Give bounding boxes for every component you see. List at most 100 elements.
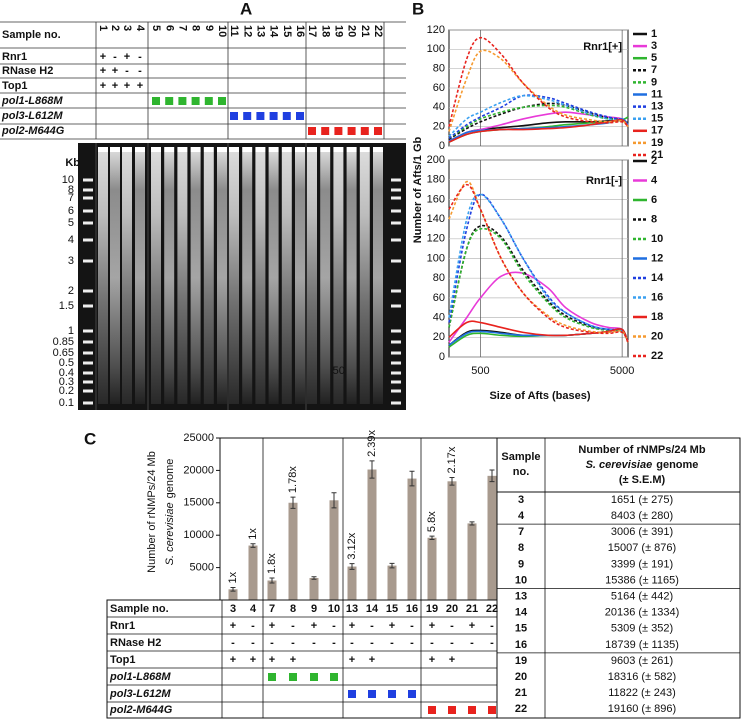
mutant-square <box>256 112 265 120</box>
gel-lane <box>333 152 344 404</box>
gel-well <box>135 147 145 152</box>
table-cell: 11822 (± 243) <box>608 687 676 699</box>
legend-label: 21 <box>651 149 663 161</box>
mutant-square <box>289 673 297 681</box>
ladder-band <box>83 221 93 225</box>
genotype-sign: + <box>100 65 106 77</box>
table-header-part: S. cerevisiae <box>586 459 653 471</box>
kb-unit: Kb <box>65 157 80 169</box>
ladder-band <box>391 329 401 333</box>
gel-lane <box>359 152 370 404</box>
sample-number: 15 <box>281 25 293 37</box>
legend-title: Rnr1[-] <box>586 175 622 187</box>
genotype-sign: - <box>332 620 336 632</box>
ladder-band <box>391 361 401 365</box>
ladder-band <box>83 380 93 384</box>
ladder-band <box>83 259 93 263</box>
genotype-sign: + <box>137 80 143 92</box>
bar <box>309 577 319 600</box>
gel-lane <box>346 152 357 404</box>
genotype-sign: + <box>269 654 275 666</box>
ladder-band <box>83 329 93 333</box>
sample-number: 10 <box>216 25 228 37</box>
legend-label: 2 <box>651 155 657 167</box>
sample-number: 4 <box>134 25 146 32</box>
table-header: no. <box>513 466 530 478</box>
table-header: (± S.E.M) <box>619 474 666 486</box>
error-bar <box>250 543 256 548</box>
table-cell: 5309 (± 352) <box>611 623 673 635</box>
ladder-band <box>83 401 93 405</box>
series-line <box>448 193 629 343</box>
mutant-square <box>282 112 291 120</box>
x-tick-label: 21 <box>466 603 478 615</box>
gel-lane <box>242 152 253 404</box>
genotype-sign: + <box>100 80 106 92</box>
bar <box>228 589 238 600</box>
table-cell: 4 <box>518 510 525 522</box>
y-tick-label: 15000 <box>183 497 214 509</box>
x-tick-label: 7 <box>269 603 275 615</box>
error-bar <box>269 577 275 584</box>
series-line <box>448 320 629 343</box>
x-tick-label: 3 <box>230 603 236 615</box>
genotype-sign: - <box>270 637 274 649</box>
legend-label: 4 <box>651 174 658 186</box>
gel-lane <box>135 152 145 404</box>
mutant-label: pol3-L612M <box>109 688 171 700</box>
legend-label: 10 <box>651 233 663 245</box>
gel-lane <box>190 152 201 404</box>
ladder-band <box>391 340 401 344</box>
genotype-sign: + <box>449 654 455 666</box>
y-tick-label: 5000 <box>190 562 214 574</box>
legend-label: 19 <box>651 137 663 149</box>
y-tick-label: 80 <box>433 63 445 75</box>
legend-label: 17 <box>651 125 663 137</box>
gel-well <box>203 147 214 152</box>
kb-label: 0.5 <box>59 357 74 369</box>
y-tick-label: 20 <box>433 331 445 343</box>
ladder-band <box>83 289 93 293</box>
mutant-square <box>296 112 304 120</box>
kb-label: 2 <box>68 285 74 297</box>
y-tick-label: 140 <box>427 213 445 225</box>
series-line <box>448 49 629 132</box>
sample-number: 17 <box>306 25 318 37</box>
y-tick-label: 160 <box>427 193 445 205</box>
ladder-band <box>391 196 401 200</box>
x-tick-label: 9 <box>311 603 317 615</box>
bar <box>407 478 417 600</box>
mutant-label: pol1-L868M <box>109 671 171 683</box>
y-axis-label: Number of rNMPs/24 Mb <box>146 451 158 573</box>
series-line <box>448 94 629 137</box>
bar <box>347 566 357 600</box>
error-bar <box>449 477 455 486</box>
series-line <box>448 102 629 140</box>
legend-label: 15 <box>651 113 663 125</box>
y-axis-label: Number of Afts/1 Gb <box>412 136 424 243</box>
legend-label: 8 <box>651 213 657 225</box>
x-tick-label: 20 <box>446 603 458 615</box>
x-tick-label: 19 <box>426 603 438 615</box>
series-line <box>448 94 629 139</box>
mutant-square <box>330 673 338 681</box>
mutant-square <box>368 690 376 698</box>
sample-number: 20 <box>346 25 358 37</box>
sample-number: 19 <box>332 25 344 37</box>
mutant-square <box>321 127 330 135</box>
x-tick-label: 4 <box>250 603 257 615</box>
genotype-sign: + <box>112 65 118 77</box>
genotype-sign: + <box>112 80 118 92</box>
mutant-square <box>310 673 318 681</box>
sample-number: 16 <box>294 25 306 37</box>
row-label: Sample no. <box>110 603 169 615</box>
gel-well <box>98 147 108 152</box>
legend-label: 16 <box>651 291 663 303</box>
genotype-sign: + <box>230 654 236 666</box>
gel-well <box>122 147 132 152</box>
y-axis-label-line: Number of rNMPs/24 Mb <box>146 451 158 573</box>
fold-annotation: 1.8x <box>266 553 278 574</box>
gel-well <box>217 147 227 152</box>
error-bar <box>409 470 415 487</box>
table-header: S. cerevisiae genome <box>586 459 699 471</box>
